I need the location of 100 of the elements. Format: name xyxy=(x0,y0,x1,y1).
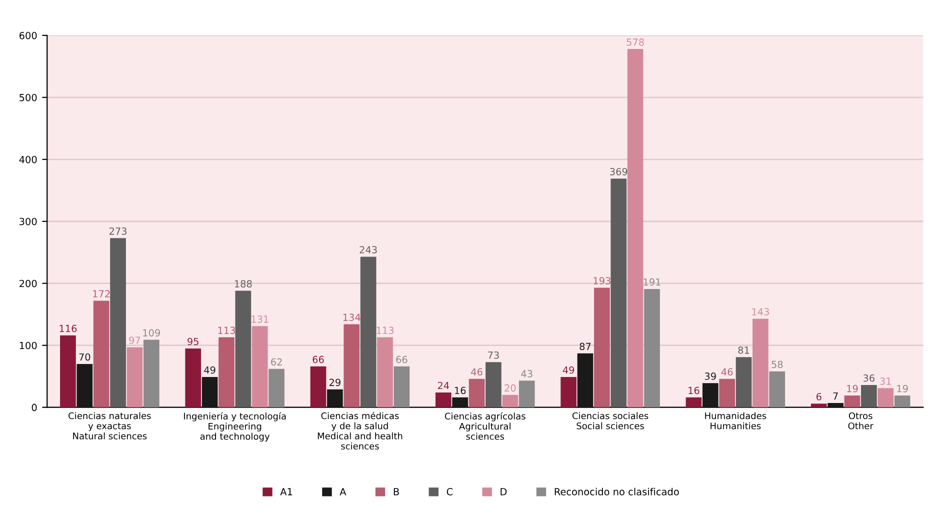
data-label: 97 xyxy=(129,336,140,344)
bar xyxy=(60,335,76,408)
data-label: 19 xyxy=(897,384,908,392)
data-label: 273 xyxy=(109,227,127,235)
data-label: 134 xyxy=(343,314,360,321)
bar xyxy=(344,324,360,408)
data-label: 31 xyxy=(880,377,891,385)
y-tick-label: 0 xyxy=(32,404,37,412)
x-tick-label: Ciencias sociales Social sciences xyxy=(572,412,648,430)
data-label: 62 xyxy=(271,358,282,366)
data-label: 49 xyxy=(562,366,574,374)
bar xyxy=(894,396,910,408)
data-label: 188 xyxy=(234,280,252,288)
legend-label: C xyxy=(446,488,453,496)
bar xyxy=(252,326,268,408)
bar xyxy=(185,348,202,408)
data-label: 87 xyxy=(580,342,591,350)
bar xyxy=(502,394,518,408)
data-label: 109 xyxy=(143,329,160,336)
data-label: 46 xyxy=(471,368,482,376)
data-label: 369 xyxy=(610,168,628,176)
data-label: 6 xyxy=(816,392,822,400)
data-label: 143 xyxy=(752,308,769,316)
data-label: 19 xyxy=(847,384,858,392)
data-label: 46 xyxy=(721,368,733,376)
bar xyxy=(93,300,110,408)
bar xyxy=(719,378,736,408)
data-label: 49 xyxy=(204,366,216,374)
bar xyxy=(452,397,468,408)
bar xyxy=(752,318,768,408)
bar xyxy=(435,392,452,408)
data-label: 73 xyxy=(488,351,499,359)
x-tick-label: Ingeniería y tecnología Engineering and technology xyxy=(184,412,286,442)
y-tick-label: 600 xyxy=(20,32,37,40)
data-label: 66 xyxy=(396,356,408,364)
y-tick-label: 400 xyxy=(19,156,37,164)
bar xyxy=(844,396,860,408)
data-label: 39 xyxy=(704,372,716,380)
data-label: 66 xyxy=(312,356,324,364)
x-tick-label: Ciencias médicas y de la salud Medical and health sciences xyxy=(318,412,402,450)
bar xyxy=(686,397,702,408)
data-label: 243 xyxy=(360,246,377,254)
data-label: 16 xyxy=(688,386,700,394)
bar xyxy=(235,290,252,408)
bar xyxy=(644,288,660,408)
data-label: 58 xyxy=(772,360,783,368)
data-label: 193 xyxy=(594,277,610,284)
bar xyxy=(377,337,393,408)
data-label: 36 xyxy=(863,374,874,382)
bar xyxy=(518,380,535,408)
y-tick-label: 100 xyxy=(20,342,37,350)
bar xyxy=(327,389,343,408)
bar xyxy=(594,288,610,408)
x-tick-label: Otros Other xyxy=(848,412,874,430)
bar xyxy=(486,362,502,408)
bar xyxy=(810,404,827,408)
data-label: 20 xyxy=(504,384,516,392)
bar xyxy=(878,388,894,408)
data-label: 578 xyxy=(626,38,644,46)
data-label: 172 xyxy=(93,290,110,298)
legend-label: Reconocido no clasificado xyxy=(554,488,679,496)
bar xyxy=(702,383,718,408)
bar xyxy=(560,376,576,408)
bar xyxy=(828,402,844,408)
data-label: 70 xyxy=(79,353,90,361)
y-tick-label: 500 xyxy=(20,94,37,102)
x-tick-label: Ciencias agrícolas Agricultural sciences xyxy=(444,412,526,440)
data-label: 29 xyxy=(329,378,340,386)
bar xyxy=(394,366,410,408)
data-label: 113 xyxy=(218,326,235,334)
data-label: 113 xyxy=(376,326,394,334)
x-tick-label: Ciencias naturales y exactas Natural sciences xyxy=(68,412,151,440)
data-label: 81 xyxy=(738,346,750,354)
legend-label: B xyxy=(394,488,399,496)
bar xyxy=(769,371,786,408)
legend-label: A xyxy=(340,488,346,496)
data-label: 191 xyxy=(644,278,660,286)
data-label: 24 xyxy=(438,382,450,390)
bar xyxy=(218,337,234,408)
y-tick-label: 200 xyxy=(20,280,37,288)
bar xyxy=(360,256,376,408)
bar xyxy=(202,376,218,408)
bar xyxy=(143,340,160,408)
bar xyxy=(610,178,627,408)
bar xyxy=(577,353,594,408)
bar xyxy=(627,49,644,408)
legend-label: A1 xyxy=(280,488,292,496)
legend-label: D xyxy=(500,488,507,496)
bar xyxy=(861,385,877,408)
bar xyxy=(110,238,126,408)
data-label: 7 xyxy=(833,392,838,400)
bar xyxy=(126,347,143,408)
bar xyxy=(268,368,284,408)
bar xyxy=(310,366,326,408)
bar xyxy=(736,357,752,408)
x-tick-label: Humanidades Humanities xyxy=(705,412,766,430)
data-label: 131 xyxy=(252,316,268,323)
bar xyxy=(468,378,485,408)
data-label: 116 xyxy=(60,324,77,332)
data-label: 95 xyxy=(188,338,198,346)
